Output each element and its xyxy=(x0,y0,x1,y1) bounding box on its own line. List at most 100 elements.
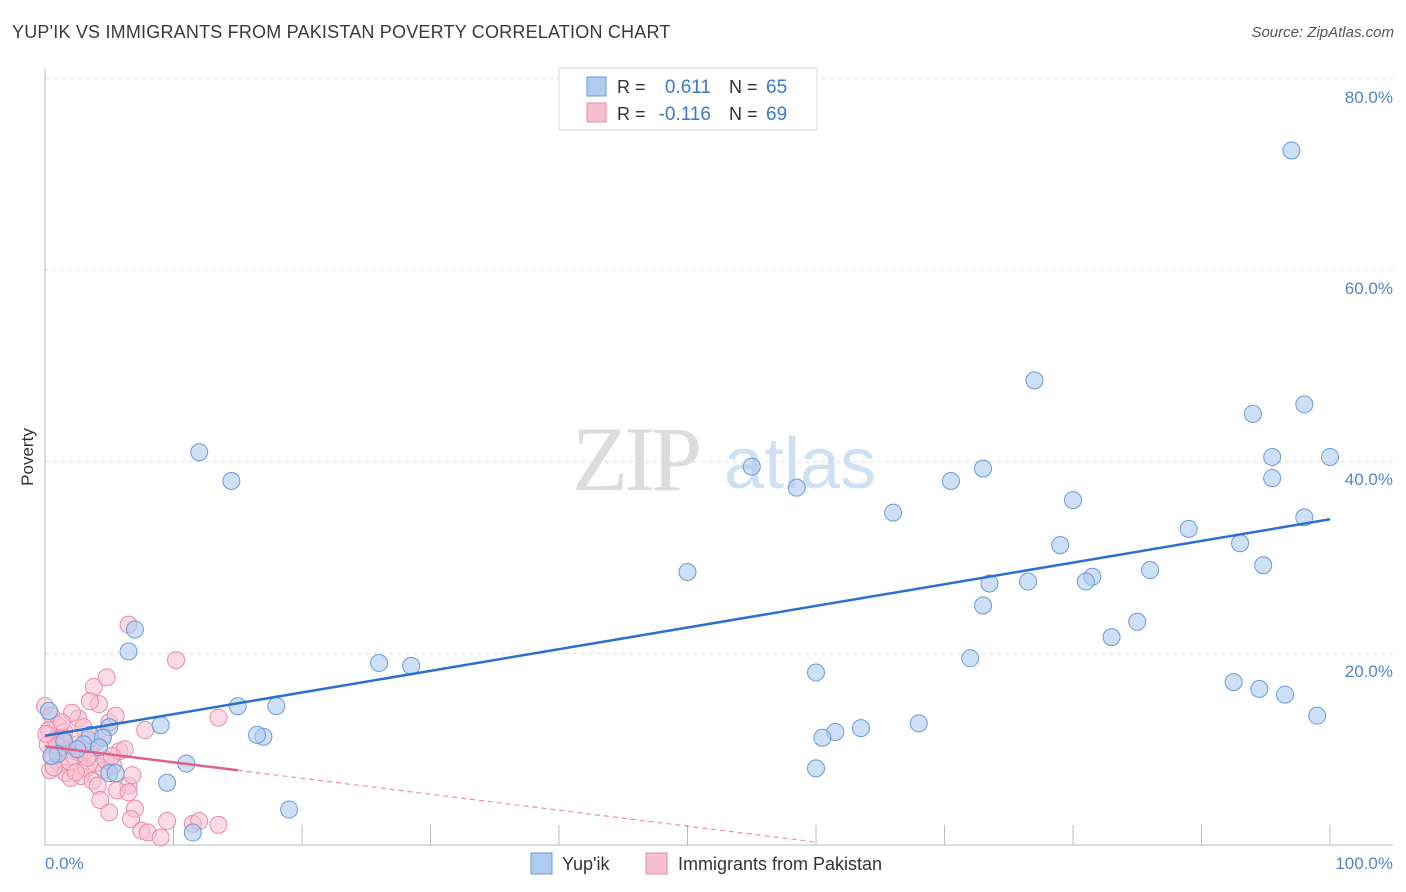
data-point-pakistan xyxy=(91,790,110,809)
data-point-yupik xyxy=(1254,556,1273,575)
data-point-yupik xyxy=(980,574,999,593)
data-point-yupik xyxy=(1250,679,1269,698)
legend-swatch-pakistan xyxy=(586,102,607,123)
legend-bottom-swatch-pakistan xyxy=(645,852,668,875)
data-point-yupik xyxy=(974,459,993,478)
data-point-yupik xyxy=(1141,561,1160,580)
data-point-yupik xyxy=(1231,534,1250,553)
data-point-yupik xyxy=(941,471,960,490)
data-point-pakistan xyxy=(151,828,170,847)
data-point-yupik xyxy=(807,759,825,778)
y-tick-label-60: 60.0% xyxy=(1345,279,1393,298)
data-point-pakistan xyxy=(80,692,99,711)
data-point-yupik xyxy=(228,697,247,716)
legend-n-label-pakistan: N = xyxy=(729,104,758,124)
data-point-yupik xyxy=(42,746,61,765)
legend-n-label-yupik: N = xyxy=(729,77,758,97)
data-point-yupik xyxy=(1102,628,1121,647)
data-point-yupik xyxy=(961,649,980,668)
data-point-pakistan xyxy=(52,713,71,732)
trend-line-pakistan-extrapolated xyxy=(237,769,817,843)
data-point-yupik xyxy=(807,663,825,682)
data-point-yupik xyxy=(1282,141,1301,160)
data-point-yupik xyxy=(1224,673,1243,692)
data-point-yupik xyxy=(183,823,202,842)
data-point-yupik xyxy=(909,714,928,733)
data-point-yupik xyxy=(1076,572,1095,591)
data-point-yupik xyxy=(787,478,806,497)
data-point-yupik xyxy=(1179,519,1198,538)
data-point-yupik xyxy=(1263,448,1282,467)
data-point-pakistan xyxy=(167,651,186,670)
legend-top: R = 0.611 N = 65 R = -0.116 N = 69 xyxy=(558,67,818,131)
data-point-pakistan xyxy=(209,815,228,834)
legend-r-label-yupik: R = xyxy=(617,77,646,97)
legend-bottom-label-yupik: Yup'ik xyxy=(562,854,610,874)
data-point-pakistan xyxy=(66,763,85,782)
data-point-pakistan xyxy=(209,708,228,727)
data-point-yupik xyxy=(267,697,286,716)
data-point-yupik xyxy=(1263,469,1282,488)
legend-bottom: Yup'ik Immigrants from Pakistan xyxy=(530,852,882,875)
data-point-yupik xyxy=(1243,404,1262,423)
legend-r-value-pakistan: -0.116 xyxy=(659,104,711,125)
data-point-pakistan xyxy=(136,721,155,740)
watermark-zip: ZIP xyxy=(572,408,699,510)
data-point-yupik xyxy=(1051,536,1070,555)
data-point-pakistan xyxy=(97,668,116,687)
data-point-yupik xyxy=(974,596,993,615)
legend-bottom-swatch-yupik xyxy=(530,852,553,875)
data-point-yupik xyxy=(119,642,138,661)
legend-n-value-yupik: 65 xyxy=(766,77,787,98)
data-point-yupik xyxy=(370,653,389,672)
data-point-yupik xyxy=(1019,572,1038,591)
data-point-pakistan xyxy=(123,766,142,785)
data-point-yupik xyxy=(222,471,241,490)
y-tick-label-80: 80.0% xyxy=(1345,88,1393,107)
trend-lines xyxy=(44,518,1331,843)
data-point-yupik xyxy=(402,656,421,675)
legend-n-value-pakistan: 69 xyxy=(766,104,787,125)
data-point-yupik xyxy=(106,764,125,783)
chart-source: Source: ZipAtlas.com xyxy=(1251,24,1394,41)
data-point-yupik xyxy=(1276,685,1295,704)
data-point-yupik xyxy=(158,773,177,792)
y-tick-label-40: 40.0% xyxy=(1345,470,1393,489)
data-point-pakistan xyxy=(122,810,141,829)
trend-line-yupik xyxy=(44,518,1331,738)
data-point-yupik xyxy=(742,457,761,476)
chart-title: YUP'IK VS IMMIGRANTS FROM PAKISTAN POVER… xyxy=(12,22,671,42)
legend-swatch-yupik xyxy=(586,76,607,97)
data-point-yupik xyxy=(1064,491,1082,510)
data-point-pakistan xyxy=(100,803,119,822)
data-point-yupik xyxy=(151,716,170,735)
grid-layer xyxy=(45,78,1393,654)
x-tick-label-max: 100.0% xyxy=(1335,854,1393,873)
data-point-pakistan xyxy=(119,783,138,802)
data-point-yupik xyxy=(125,620,144,639)
legend-bottom-label-pakistan: Immigrants from Pakistan xyxy=(678,854,882,874)
data-point-yupik xyxy=(1308,706,1327,725)
data-point-yupik xyxy=(813,728,832,747)
data-point-yupik xyxy=(190,443,209,462)
trend-line-pakistan xyxy=(44,745,238,772)
y-axis-label: Poverty xyxy=(18,428,37,486)
x-tick-label-min: 0.0% xyxy=(45,854,84,873)
data-point-yupik xyxy=(1295,508,1314,527)
data-point-yupik xyxy=(1295,395,1314,414)
data-point-yupik xyxy=(678,562,697,581)
data-point-yupik xyxy=(1128,612,1147,631)
axis-layer xyxy=(44,68,1393,846)
data-point-yupik xyxy=(1025,371,1044,390)
data-point-yupik xyxy=(851,719,870,738)
data-point-yupik xyxy=(1321,448,1339,467)
y-tick-label-20: 20.0% xyxy=(1345,662,1393,681)
legend-r-value-yupik: 0.611 xyxy=(665,77,711,98)
data-point-yupik xyxy=(248,725,267,744)
data-point-yupik xyxy=(884,503,903,522)
data-point-yupik xyxy=(280,800,299,819)
legend-r-label-pakistan: R = xyxy=(617,104,646,124)
data-point-yupik xyxy=(39,701,58,720)
data-point-pakistan xyxy=(158,812,177,831)
